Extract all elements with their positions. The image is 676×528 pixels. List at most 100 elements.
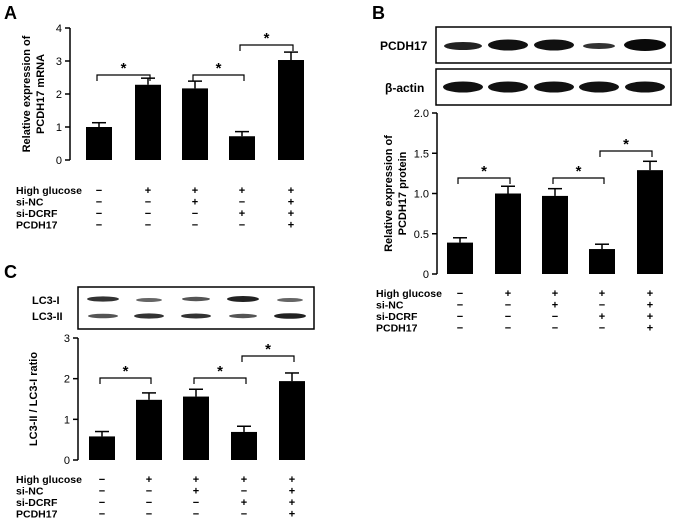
blot-band	[444, 42, 482, 50]
treatment-sign-b: −	[599, 300, 605, 312]
treatment-sign-c: −	[146, 497, 152, 509]
y-axis-label-b: PCDH17 protein	[397, 151, 409, 235]
treatment-sign-c: +	[289, 509, 295, 521]
bar-a-2	[135, 84, 161, 160]
treatment-label-c: PCDH17	[16, 509, 58, 521]
panel-letter-c: C	[4, 262, 17, 282]
treatment-sign-c: +	[289, 486, 295, 498]
bar-a-1	[86, 127, 112, 160]
treatment-sign-b: −	[552, 323, 558, 335]
treatment-sign-b: +	[647, 323, 653, 335]
treatment-label-a: PCDH17	[16, 220, 58, 232]
significance-star-a: *	[264, 30, 270, 47]
treatment-label-b: High glucose	[376, 288, 442, 300]
y-tick-label-a: 2	[56, 89, 62, 101]
treatment-sign-a: −	[96, 197, 102, 209]
treatment-sign-a: −	[192, 208, 198, 220]
treatment-sign-a: −	[239, 197, 245, 209]
treatment-sign-c: −	[99, 509, 105, 521]
treatment-sign-c: +	[289, 497, 295, 509]
treatment-sign-c: −	[99, 497, 105, 509]
treatment-sign-a: −	[96, 208, 102, 220]
significance-bracket-c	[193, 377, 247, 384]
significance-bracket-b	[457, 177, 511, 184]
bar-c-2	[136, 399, 162, 460]
blot-band	[277, 298, 303, 302]
bar-b-5	[637, 170, 663, 274]
treatment-sign-b: −	[599, 323, 605, 335]
panel-letter-a: A	[4, 3, 17, 23]
significance-bracket-a	[192, 74, 245, 81]
y-tick-label-b: 2.0	[414, 108, 429, 120]
treatment-label-a: High glucose	[16, 185, 82, 197]
treatment-sign-a: +	[145, 185, 151, 197]
blot-band	[87, 296, 119, 302]
treatment-sign-c: +	[289, 474, 295, 486]
significance-star-b: *	[481, 163, 487, 180]
bar-b-2	[495, 193, 521, 274]
treatment-sign-a: +	[288, 185, 294, 197]
blot-c-label-lc3-ii: LC3-II	[32, 311, 63, 323]
blot-band	[227, 296, 259, 302]
y-tick-label-b: 0	[423, 269, 429, 281]
significance-star-b: *	[576, 163, 582, 180]
treatment-label-a: si-NC	[16, 197, 44, 209]
treatment-sign-b: −	[505, 300, 511, 312]
treatment-sign-c: −	[146, 509, 152, 521]
treatment-sign-c: −	[193, 509, 199, 521]
y-tick-label-c: 3	[64, 333, 70, 345]
treatment-sign-a: +	[239, 185, 245, 197]
treatment-sign-c: −	[193, 497, 199, 509]
bar-a-4	[229, 136, 255, 160]
treatment-label-c: si-NC	[16, 486, 44, 498]
treatment-sign-b: +	[505, 288, 511, 300]
blot-band	[182, 296, 210, 302]
blot-band	[534, 39, 574, 51]
treatment-label-b: si-NC	[376, 300, 404, 312]
panel-letter-b: B	[372, 3, 385, 23]
significance-star-b: *	[623, 136, 629, 153]
significance-star-a: *	[121, 60, 127, 77]
blot-band	[534, 81, 574, 93]
blot-band	[443, 81, 483, 93]
y-tick-label-c: 0	[64, 455, 70, 467]
significance-star-c: *	[265, 341, 271, 358]
significance-bracket-b	[599, 150, 653, 157]
treatment-sign-a: +	[192, 197, 198, 209]
y-tick-label-c: 2	[64, 374, 70, 386]
treatment-sign-b: −	[457, 288, 463, 300]
blot-band	[488, 81, 528, 93]
treatment-sign-c: +	[241, 474, 247, 486]
bar-c-3	[183, 396, 209, 460]
blot-b-label-actin: β-actin	[385, 81, 424, 95]
blot-band	[624, 39, 666, 51]
treatment-label-a: si-DCRF	[16, 208, 58, 220]
treatment-sign-b: +	[599, 288, 605, 300]
treatment-sign-c: −	[241, 486, 247, 498]
treatment-sign-b: −	[457, 300, 463, 312]
significance-star-c: *	[217, 363, 223, 380]
treatment-sign-c: +	[241, 497, 247, 509]
treatment-sign-b: −	[457, 323, 463, 335]
y-tick-label-b: 0.5	[414, 229, 429, 241]
treatment-sign-a: +	[239, 208, 245, 220]
treatment-sign-a: +	[288, 220, 294, 232]
bar-c-4	[231, 431, 257, 460]
significance-bracket-a	[96, 74, 151, 81]
blot-band	[625, 81, 665, 93]
significance-bracket-b	[552, 177, 605, 184]
treatment-sign-a: +	[288, 197, 294, 209]
y-tick-label-b: 1.0	[414, 189, 429, 201]
treatment-sign-b: −	[457, 311, 463, 323]
treatment-sign-c: −	[99, 474, 105, 486]
blot-c-label-lc3-i: LC3-I	[32, 295, 60, 307]
y-axis-label-c: LC3-II / LC3-I ratio	[28, 352, 40, 446]
bar-b-3	[542, 195, 568, 274]
treatment-sign-a: −	[239, 220, 245, 232]
treatment-label-b: PCDH17	[376, 323, 418, 335]
blot-band	[274, 313, 306, 319]
significance-bracket-a	[239, 44, 294, 51]
treatment-sign-b: +	[647, 288, 653, 300]
